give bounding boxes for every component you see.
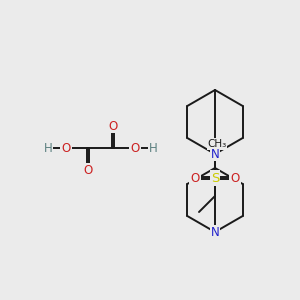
Text: S: S [211,172,219,184]
Text: H: H [148,142,158,154]
Text: N: N [211,226,219,238]
Text: CH₃: CH₃ [207,139,226,149]
Text: N: N [211,148,219,160]
Text: O: O [83,164,93,176]
Text: O: O [61,142,70,154]
Text: O: O [108,119,118,133]
Text: O: O [130,142,140,154]
Text: O: O [230,172,240,184]
Text: H: H [44,142,52,154]
Text: O: O [190,172,200,184]
